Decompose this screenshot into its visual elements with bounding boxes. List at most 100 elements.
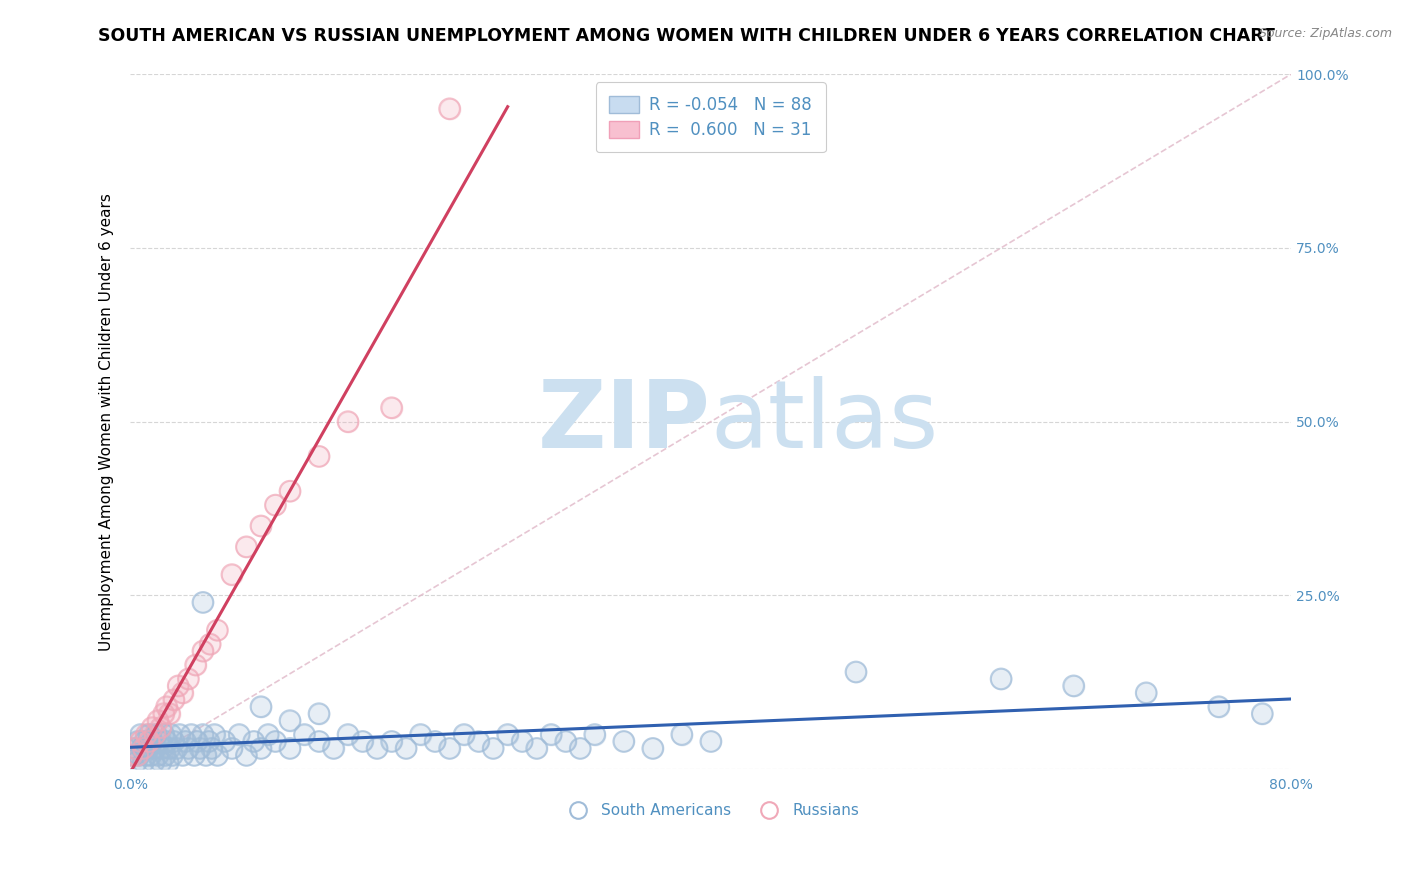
Point (132, 756, 155, 770)
Point (641, 741, 664, 756)
Point (496, 727, 519, 741)
Point (235, 540, 257, 554)
Point (250, 699, 273, 714)
Point (169, 727, 191, 741)
Point (423, 734, 446, 748)
Point (1063, 679, 1085, 693)
Point (204, 727, 226, 741)
Point (180, 727, 202, 741)
Point (540, 727, 562, 741)
Point (169, 727, 191, 741)
Point (135, 727, 157, 741)
Point (453, 727, 475, 741)
Point (129, 734, 152, 748)
Point (134, 734, 156, 748)
Point (167, 679, 190, 693)
Point (278, 741, 301, 756)
Point (294, 727, 316, 741)
Point (990, 672, 1012, 686)
Point (177, 672, 200, 686)
Point (250, 519, 273, 533)
Point (250, 699, 273, 714)
Point (146, 714, 169, 728)
Point (221, 741, 243, 756)
Point (1063, 679, 1085, 693)
Point (157, 756, 180, 770)
Point (526, 741, 548, 756)
Point (510, 734, 533, 748)
Point (156, 699, 179, 714)
Point (700, 734, 723, 748)
Point (228, 727, 250, 741)
Point (139, 748, 162, 763)
Point (191, 644, 214, 658)
Point (132, 741, 155, 756)
Point (143, 727, 166, 741)
Point (177, 741, 200, 756)
Point (135, 727, 157, 741)
Point (380, 734, 402, 748)
Point (845, 665, 868, 679)
Point (198, 637, 221, 651)
Point (337, 727, 360, 741)
Point (380, 734, 402, 748)
Point (172, 748, 194, 763)
Point (186, 734, 208, 748)
Point (167, 679, 190, 693)
Point (308, 450, 330, 464)
Point (150, 741, 173, 756)
Point (128, 748, 150, 763)
Point (149, 756, 172, 770)
Point (139, 748, 162, 763)
Point (467, 734, 489, 748)
Point (163, 693, 186, 707)
Point (264, 734, 287, 748)
Point (136, 741, 159, 756)
Point (159, 706, 181, 721)
Point (242, 734, 264, 748)
Point (194, 748, 217, 763)
Point (308, 706, 330, 721)
Point (188, 741, 211, 756)
Point (439, 102, 461, 116)
Point (177, 672, 200, 686)
Point (141, 721, 163, 735)
Point (143, 741, 166, 756)
Point (127, 748, 149, 763)
Point (129, 734, 152, 748)
Point (641, 741, 664, 756)
Point (138, 727, 160, 741)
Point (131, 741, 153, 756)
Point (172, 748, 194, 763)
Point (153, 748, 176, 763)
Text: atlas: atlas (711, 376, 939, 467)
Legend: South Americans, Russians: South Americans, Russians (557, 797, 865, 824)
Point (337, 415, 360, 429)
Point (366, 741, 388, 756)
Point (1135, 686, 1157, 700)
Point (322, 741, 344, 756)
Point (235, 540, 257, 554)
Point (138, 734, 160, 748)
Point (143, 741, 166, 756)
Point (163, 693, 186, 707)
Point (135, 748, 157, 763)
Point (510, 734, 533, 748)
Point (583, 727, 606, 741)
Point (294, 727, 316, 741)
Point (308, 706, 330, 721)
Point (124, 741, 146, 756)
Point (183, 748, 205, 763)
Point (198, 637, 221, 651)
Point (146, 748, 169, 763)
Point (122, 748, 145, 763)
Point (146, 748, 169, 763)
Point (257, 727, 280, 741)
Point (125, 756, 148, 770)
Point (177, 741, 200, 756)
Point (569, 741, 592, 756)
Point (845, 665, 868, 679)
Point (188, 741, 211, 756)
Point (146, 714, 169, 728)
Point (124, 741, 146, 756)
